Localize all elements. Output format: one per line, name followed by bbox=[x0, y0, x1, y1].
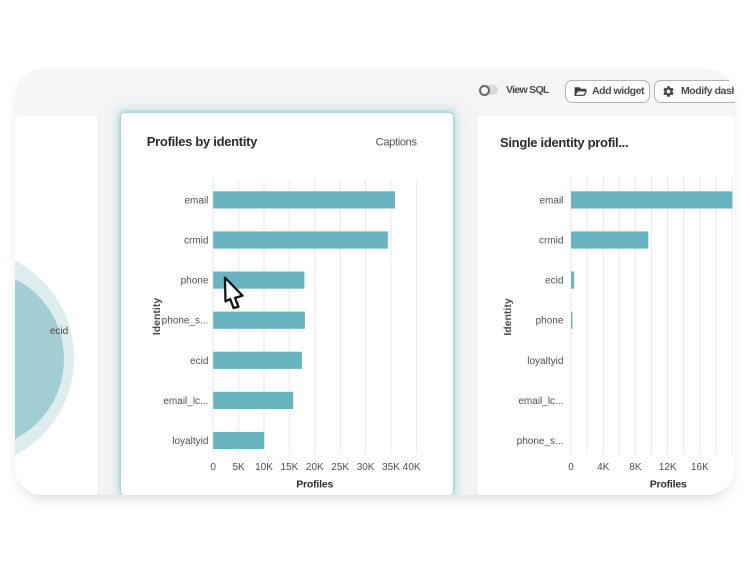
svg-text:5K: 5K bbox=[232, 462, 245, 473]
svg-text:8K: 8K bbox=[629, 462, 642, 473]
svg-text:email: email bbox=[184, 195, 208, 206]
svg-text:35K: 35K bbox=[382, 462, 400, 473]
svg-text:crmid: crmid bbox=[539, 236, 563, 247]
svg-text:Single identity profil...: Single identity profil... bbox=[500, 135, 628, 150]
svg-text:15K: 15K bbox=[281, 462, 299, 473]
svg-text:4K: 4K bbox=[597, 462, 610, 473]
svg-text:phone: phone bbox=[181, 276, 209, 287]
svg-text:ecid: ecid bbox=[190, 356, 208, 367]
svg-text:10K: 10K bbox=[255, 462, 273, 473]
svg-text:Profiles: Profiles bbox=[650, 479, 687, 491]
svg-text:Profiles: Profiles bbox=[296, 479, 333, 491]
svg-text:0: 0 bbox=[210, 462, 216, 473]
svg-text:20K: 20K bbox=[306, 462, 324, 473]
svg-text:email_lc...: email_lc... bbox=[163, 396, 208, 407]
svg-text:0: 0 bbox=[568, 462, 574, 473]
svg-text:25K: 25K bbox=[331, 462, 349, 473]
svg-text:crmid: crmid bbox=[184, 236, 208, 247]
svg-text:ecid: ecid bbox=[545, 276, 563, 287]
svg-text:16K: 16K bbox=[691, 462, 709, 473]
svg-text:Identity: Identity bbox=[502, 298, 514, 335]
svg-text:email_lc...: email_lc... bbox=[518, 396, 563, 407]
svg-text:12K: 12K bbox=[659, 462, 677, 473]
svg-text:phone_s...: phone_s... bbox=[162, 316, 209, 327]
svg-text:30K: 30K bbox=[357, 462, 375, 473]
svg-text:phone: phone bbox=[536, 316, 564, 327]
svg-text:Captions: Captions bbox=[376, 137, 418, 149]
svg-text:Profiles by identity: Profiles by identity bbox=[147, 134, 258, 149]
svg-text:ecid: ecid bbox=[50, 326, 68, 337]
svg-text:email: email bbox=[539, 195, 563, 206]
svg-text:Identity: Identity bbox=[151, 298, 163, 335]
svg-text:phone_s...: phone_s... bbox=[517, 436, 564, 447]
svg-text:40K: 40K bbox=[403, 462, 421, 473]
svg-text:loyaltyid: loyaltyid bbox=[527, 356, 563, 367]
svg-text:loyaltyid: loyaltyid bbox=[172, 436, 208, 447]
